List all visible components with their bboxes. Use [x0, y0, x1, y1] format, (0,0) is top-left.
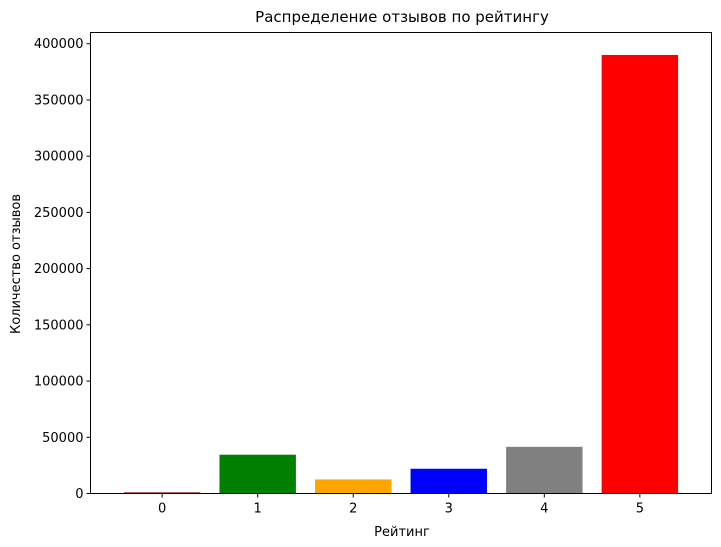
x-axis: 0 1 2 3 4 5	[158, 493, 644, 517]
plot-area	[123, 54, 679, 494]
y-tick-label: 250000	[34, 206, 84, 221]
y-tick-label: 100000	[34, 375, 84, 390]
y-tick-label: 400000	[34, 37, 84, 52]
x-tick-label: 3	[445, 502, 453, 517]
y-tick-label: 150000	[34, 318, 84, 333]
bar-2	[315, 479, 392, 494]
x-tick-label: 5	[636, 502, 644, 517]
y-tick-label: 50000	[42, 431, 83, 446]
x-tick-label: 4	[540, 502, 548, 517]
y-tick-label: 0	[75, 487, 83, 502]
y-tick-label: 350000	[34, 93, 84, 108]
chart-title: Распределение отзывов по рейтингу	[255, 8, 549, 26]
y-tick-label: 200000	[34, 262, 84, 277]
x-tick-label: 2	[349, 502, 357, 517]
y-axis-label: Количество отзывов	[9, 194, 24, 334]
y-axis: 0 50000 100000 150000 200000 250000 300000 3500…	[34, 37, 91, 502]
bar-0	[123, 492, 201, 494]
bar-5	[601, 54, 679, 494]
x-tick-label: 1	[254, 502, 262, 517]
plot-frame	[90, 32, 712, 494]
bar-1	[219, 454, 296, 494]
x-tick-label: 0	[158, 502, 166, 517]
bar-3	[410, 468, 487, 494]
bar-4	[506, 446, 583, 494]
y-tick-label: 300000	[34, 150, 84, 165]
x-axis-label: Рейтинг	[374, 525, 430, 540]
